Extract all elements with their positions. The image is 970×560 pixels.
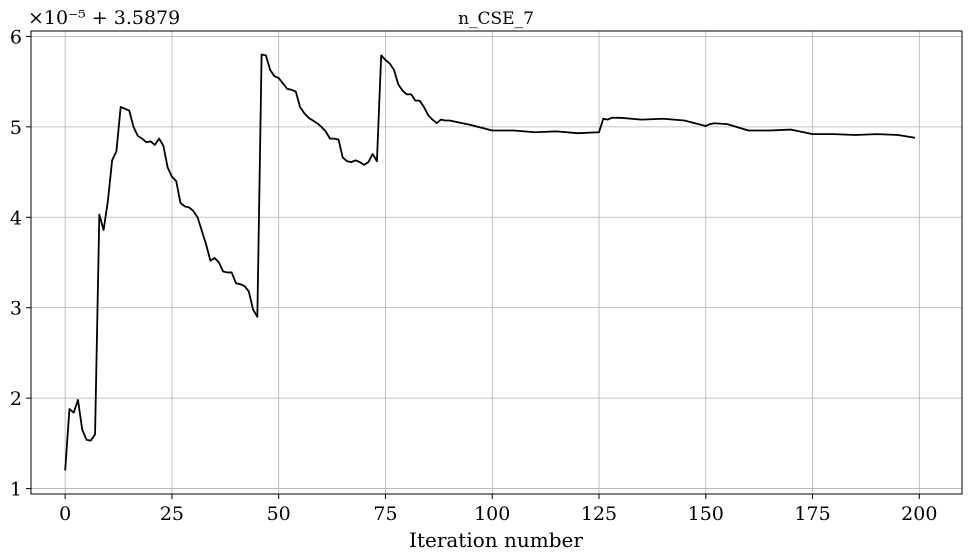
x-tick-label: 75 [373,503,397,525]
x-axis-title: Iteration number [409,528,583,552]
x-tick-label: 125 [581,503,617,525]
x-tick-label: 50 [267,503,291,525]
y-tick-label: 4 [10,207,22,229]
series-line [64,53,916,471]
x-tick-label: 0 [59,503,71,525]
x-tick-label: 200 [901,503,937,525]
plot-frame [30,30,963,495]
y-tick-label: 1 [10,479,22,501]
chart-title: n_CSE_7 [458,9,534,29]
y-offset-label: ×10⁻⁵ + 3.5879 [28,7,180,29]
x-tick-label: 175 [794,503,830,525]
axis-ticks: 0 25 50 75 100 125 150 175 200 1 2 3 4 5 6 [10,26,938,525]
y-tick-label: 6 [10,26,22,48]
grid-lines [31,31,962,494]
y-tick-label: 3 [10,298,22,320]
y-tick-label: 5 [10,117,22,139]
x-tick-label: 100 [474,503,510,525]
x-tick-label: 150 [688,503,724,525]
y-tick-label: 2 [10,388,22,410]
x-tick-label: 25 [160,503,184,525]
